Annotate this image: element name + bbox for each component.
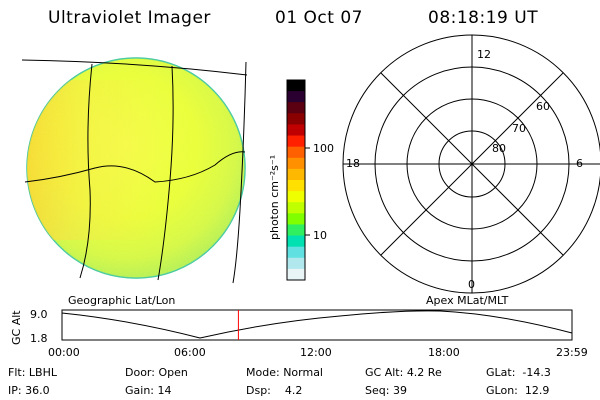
colorbar-segment: [287, 257, 305, 270]
colorbar-segment: [287, 235, 305, 248]
colorbar-segment: [287, 91, 305, 103]
mlt-label-12: 12: [477, 48, 491, 61]
longitude-line: [232, 61, 247, 284]
x-tick-label: 00:00: [48, 346, 80, 359]
longitude-line: [157, 65, 174, 281]
info-gain: Gain: 14: [125, 384, 172, 397]
colorbar-tick-label: 10: [313, 229, 327, 242]
mlat-label-70: 70: [512, 122, 526, 135]
info-glon: GLon: 12.9: [486, 384, 550, 397]
info-gc-alt: GC Alt: 4.2 Re: [365, 366, 442, 379]
info-seq: Seq: 39: [365, 384, 407, 397]
colorbar-segment: [287, 213, 305, 225]
image-noise: [27, 58, 245, 278]
time-label: 08:18:19 UT: [428, 8, 539, 28]
info-dsp: Dsp: 4.2: [246, 384, 303, 397]
mlat-label-60: 60: [536, 100, 550, 113]
colorbar-segment: [287, 157, 305, 170]
colorbar-segment: [287, 202, 305, 214]
longitude-line: [79, 63, 93, 279]
colorbar-segment: [287, 146, 305, 159]
colorbar-segment: [287, 180, 305, 192]
y-tick-label-max: 9.0: [30, 308, 48, 321]
x-tick-label: 23:59: [556, 346, 588, 359]
instrument-title: Ultraviolet Imager: [48, 8, 211, 28]
colorbar-segment: [287, 135, 305, 148]
latitude-line: [21, 59, 248, 76]
orbit-timeline: GC Alt 9.0 1.8 00:00 06:00 12:00 18:00 2…: [10, 308, 588, 359]
colorbar-segment: [287, 102, 305, 114]
timeline-frame: [61, 309, 573, 341]
mlat-label-80: 80: [492, 142, 506, 155]
colorbar-segment: [287, 168, 305, 181]
geographic-image: [21, 57, 248, 284]
mlt-label-0: 0: [468, 278, 475, 291]
date-label: 01 Oct 07: [275, 8, 363, 28]
polar-diagonal: [380, 72, 564, 256]
info-filter: Flt: LBHL: [8, 366, 57, 379]
x-tick-label: 18:00: [428, 346, 460, 359]
geo-grid: [21, 59, 248, 284]
colorbar-segment: [287, 224, 305, 237]
mlt-label-6: 6: [576, 157, 583, 170]
altitude-curve: [61, 310, 573, 339]
apex-panel-label: Apex MLat/MLT: [426, 294, 509, 307]
colorbar-segment: [287, 268, 305, 281]
geographic-panel-label: Geographic Lat/Lon: [68, 294, 175, 307]
colorbar-frame: [286, 79, 306, 281]
colorbar-unit-label: photon cm⁻²s⁻¹: [268, 155, 281, 240]
latitude-line: [24, 151, 246, 183]
colorbar-segment: [287, 80, 305, 92]
colorbar-segment: [287, 124, 305, 137]
colorbar-segment: [287, 191, 305, 203]
colorbar-segment: [287, 246, 305, 259]
info-glat: GLat: -14.3: [486, 366, 551, 379]
polar-plot: [342, 34, 600, 294]
colorbar: [287, 80, 305, 281]
colorbar-segment: [287, 113, 305, 125]
info-door: Door: Open: [125, 366, 188, 379]
x-tick-label: 06:00: [174, 346, 206, 359]
y-tick-label-min: 1.8: [30, 332, 48, 345]
x-tick-label: 12:00: [300, 346, 332, 359]
mlt-label-18: 18: [346, 157, 360, 170]
timeline-ylabel: GC Alt: [10, 310, 23, 345]
colorbar-tick-label: 100: [313, 142, 334, 155]
info-mode: Mode: Normal: [246, 366, 323, 379]
info-ip: IP: 36.0: [8, 384, 50, 397]
